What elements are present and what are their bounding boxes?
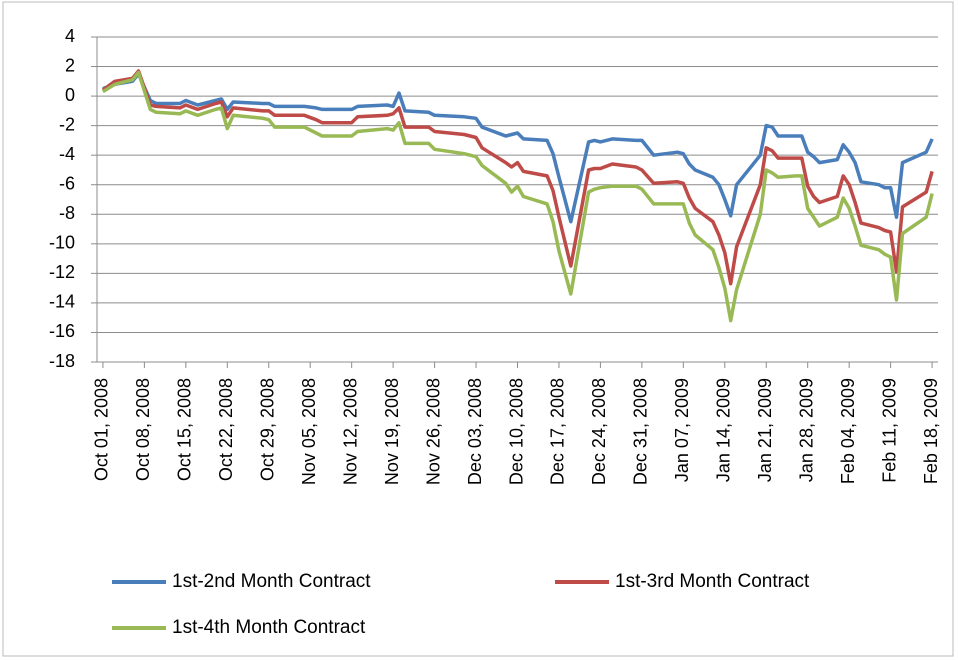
y-tick-label: -10 (49, 233, 75, 253)
y-tick-label: 2 (65, 55, 75, 75)
y-tick-label: -12 (49, 262, 75, 282)
x-tick-label: Feb 18, 2009 (921, 378, 941, 484)
x-tick-label: Oct 01, 2008 (92, 378, 112, 481)
y-tick-label: -4 (59, 144, 75, 164)
y-tick-label: -2 (59, 114, 75, 134)
legend-label: 1st-4th Month Contract (172, 617, 366, 638)
x-tick-label: Nov 26, 2008 (423, 378, 443, 485)
series-line (101, 69, 934, 286)
x-tick-label: Jan 07, 2009 (672, 378, 692, 482)
y-tick-label: -6 (59, 173, 75, 193)
y-tick-label: 4 (65, 26, 75, 46)
y-tick-label: -16 (49, 321, 75, 341)
x-tick-label: Jan 14, 2009 (714, 378, 734, 482)
x-tick-label: Oct 08, 2008 (133, 378, 153, 481)
x-tick-label: Feb 11, 2009 (879, 378, 899, 483)
x-tick-label: Dec 31, 2008 (631, 378, 651, 485)
y-tick-label: -8 (59, 203, 75, 223)
x-tick-label: Oct 29, 2008 (258, 378, 278, 481)
legend-label: 1st-3rd Month Contract (615, 571, 810, 592)
series-line (101, 70, 934, 323)
x-tick-label: Dec 03, 2008 (465, 378, 485, 485)
x-tick-label: Feb 04, 2009 (838, 378, 858, 484)
x-tick-label: Jan 21, 2009 (755, 378, 775, 482)
series-line (102, 72, 934, 224)
x-tick-label: Dec 10, 2008 (506, 378, 526, 485)
y-tick-label: -18 (49, 351, 75, 371)
legend-label: 1st-2nd Month Contract (172, 571, 371, 592)
x-tick-label: Oct 22, 2008 (216, 378, 236, 481)
y-tick-label: -14 (49, 292, 75, 312)
x-tick-label: Dec 24, 2008 (589, 378, 609, 485)
x-tick-label: Dec 17, 2008 (548, 378, 568, 485)
x-tick-label: Nov 05, 2008 (299, 378, 319, 485)
x-tick-label: Nov 12, 2008 (340, 378, 360, 485)
y-tick-label: 0 (65, 85, 75, 105)
x-tick-label: Oct 15, 2008 (175, 378, 195, 481)
x-tick-label: Jan 28, 2009 (796, 378, 816, 482)
x-tick-label: Nov 19, 2008 (382, 378, 402, 485)
